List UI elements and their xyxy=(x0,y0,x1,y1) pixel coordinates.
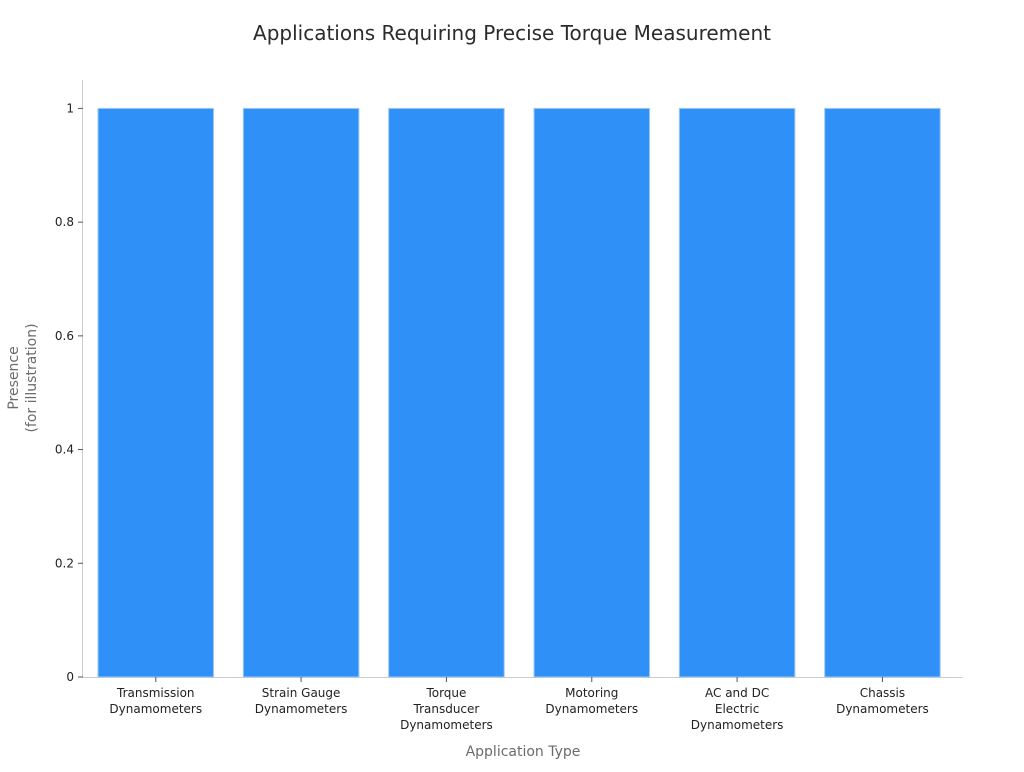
y-axis-title: Presence (for illustration) xyxy=(6,323,40,432)
x-tick-label-line: AC and DC xyxy=(705,686,769,700)
y-tick-label: 0.8 xyxy=(55,215,74,229)
x-tick-label: Motoring Dynamometers xyxy=(545,686,638,716)
x-axis-title: Application Type xyxy=(466,744,581,760)
y-tick-label: 0.2 xyxy=(55,556,74,570)
bar xyxy=(97,107,215,678)
x-tick-label-line: Strain Gauge xyxy=(262,686,341,700)
x-tick-label: Strain Gauge Dynamometers xyxy=(255,686,348,716)
x-tick-label-line: Dynamometers xyxy=(400,718,493,732)
chart-title: Applications Requiring Precise Torque Me… xyxy=(253,21,771,45)
bar xyxy=(242,107,360,678)
x-tick-label-line: Transmission xyxy=(116,686,195,700)
x-tick-label-line: Motoring xyxy=(565,686,618,700)
x-tick-label-line: Dynamometers xyxy=(691,718,784,732)
x-tick-label-line: Dynamometers xyxy=(545,702,638,716)
x-tick-label-line: Chassis xyxy=(860,686,905,700)
x-tick-label-line: Torque xyxy=(425,686,466,700)
x-tick-label-line: Dynamometers xyxy=(109,702,202,716)
bars-group xyxy=(97,107,941,678)
x-tick-label: AC and DC Electric Dynamometers xyxy=(691,686,784,732)
bar xyxy=(824,107,941,678)
x-tick-label: Transmission Dynamometers xyxy=(109,686,202,716)
y-axis-title-line-2: (for illustration) xyxy=(24,323,40,432)
bar xyxy=(388,107,505,678)
x-tick-label-line: Dynamometers xyxy=(255,702,348,716)
x-tick-label-line: Electric xyxy=(715,702,759,716)
y-tick-label: 0.6 xyxy=(55,329,74,343)
bar xyxy=(533,107,651,678)
x-tick-label: Torque Transducer Dynamometers xyxy=(400,686,493,732)
y-axis-ticks: 0 0.2 0.4 0.6 0.8 1 xyxy=(55,101,83,684)
y-tick-label: 0 xyxy=(66,670,74,684)
bar xyxy=(678,107,796,678)
x-tick-label-line: Dynamometers xyxy=(836,702,929,716)
y-axis-title-line-1: Presence xyxy=(6,346,22,409)
x-tick-label-line: Transducer xyxy=(413,702,480,716)
x-axis-ticks: Transmission Dynamometers Strain Gauge Dyna… xyxy=(109,677,929,732)
y-tick-label: 0.4 xyxy=(55,443,74,457)
y-tick-label: 1 xyxy=(66,101,74,115)
x-tick-label: Chassis Dynamometers xyxy=(836,686,929,716)
